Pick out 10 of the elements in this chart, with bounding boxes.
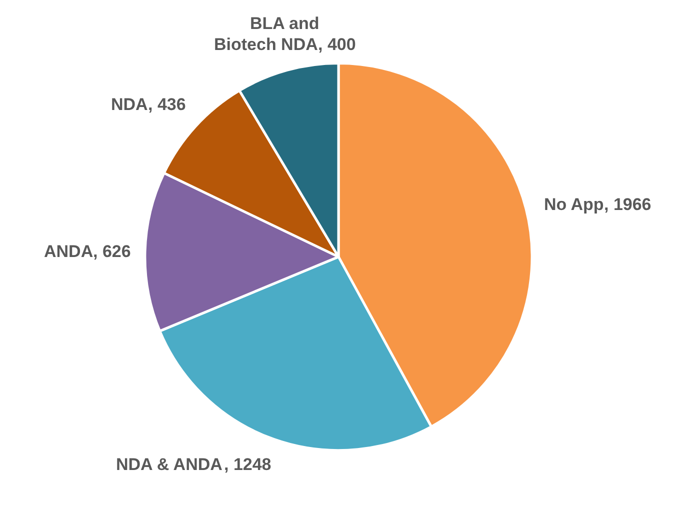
data-label: , 400 bbox=[318, 35, 356, 54]
slice-label: No App bbox=[544, 195, 604, 214]
data-label: , 1966 bbox=[604, 195, 652, 214]
slice-label: ANDA bbox=[44, 242, 94, 261]
data-label: , 1248 bbox=[224, 455, 272, 474]
slice-label: BLA and Biotech NDA bbox=[214, 14, 320, 54]
data-label: , 626 bbox=[93, 242, 131, 261]
data-label: , 436 bbox=[148, 95, 186, 114]
slice-label: NDA bbox=[111, 95, 148, 114]
slice-label: NDA & ANDA bbox=[116, 455, 222, 474]
